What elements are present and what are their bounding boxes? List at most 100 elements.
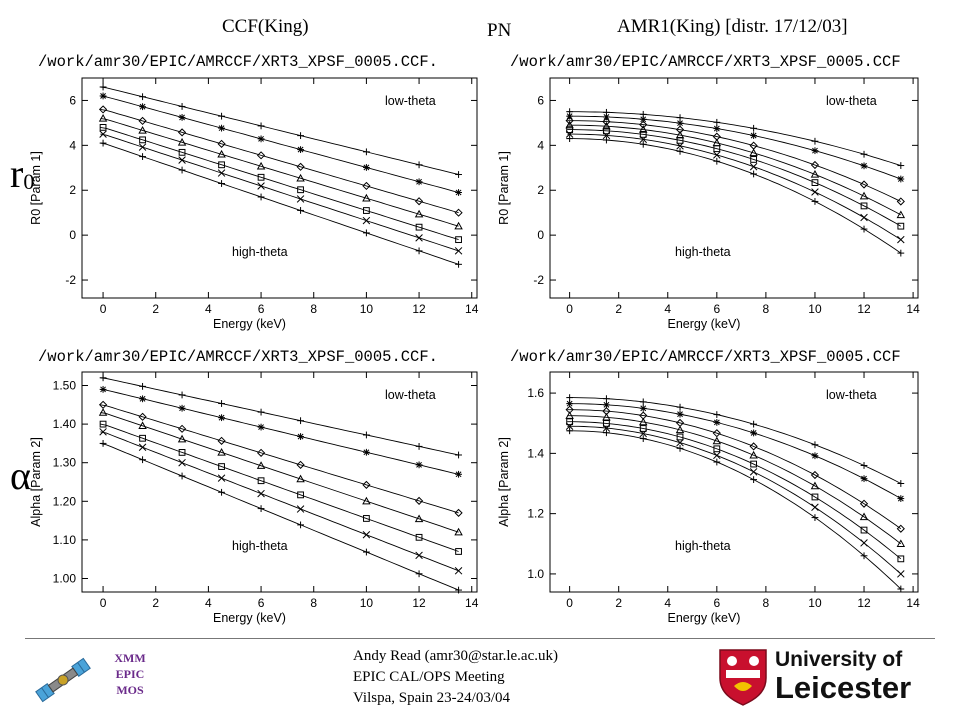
- marker-square: [297, 186, 304, 194]
- marker-plus: [257, 193, 265, 201]
- annotation-low-theta: low-theta: [826, 94, 877, 108]
- marker-cross: [749, 162, 758, 171]
- marker-square: [257, 477, 265, 485]
- marker-cross: [138, 443, 147, 452]
- marker-triangle: [749, 148, 758, 157]
- series: [99, 83, 462, 178]
- marker-asterisk: [750, 132, 758, 139]
- series: [98, 105, 463, 217]
- marker-triangle: [896, 210, 906, 219]
- marker-triangle: [565, 120, 574, 129]
- marker-diamond: [138, 116, 147, 126]
- series: [99, 385, 462, 478]
- header-center-title: PN: [487, 20, 512, 41]
- y-tick-label: 4: [537, 138, 544, 152]
- marker-plus: [897, 249, 905, 257]
- marker-cross: [296, 195, 305, 203]
- marker-diamond: [177, 128, 187, 137]
- series-line: [567, 430, 902, 590]
- marker-cross: [362, 530, 371, 539]
- series-line: [567, 111, 901, 167]
- marker-plus: [603, 395, 610, 403]
- series-line: [100, 404, 459, 514]
- x-tick-label: 6: [713, 596, 720, 610]
- marker-diamond: [296, 460, 305, 469]
- marker-plus: [297, 417, 304, 425]
- marker-cross: [676, 142, 684, 150]
- series-line: [567, 129, 902, 227]
- marker-triangle: [414, 514, 424, 523]
- marker-square: [363, 207, 370, 214]
- marker-cross: [362, 216, 371, 225]
- marker-asterisk: [363, 448, 370, 456]
- marker-plus: [139, 382, 146, 390]
- marker-diamond: [362, 181, 371, 191]
- footer-meeting: EPIC CAL/OPS Meeting: [353, 669, 505, 685]
- marker-triangle: [638, 125, 648, 133]
- marker-asterisk: [713, 418, 721, 426]
- marker-asterisk: [676, 410, 684, 418]
- x-tick-label: 4: [205, 302, 212, 316]
- x-tick-label: 8: [763, 302, 770, 316]
- marker-asterisk: [178, 114, 186, 121]
- x-tick-label: 6: [258, 596, 265, 610]
- series: [99, 420, 462, 555]
- series-line: [567, 409, 902, 530]
- marker-cross: [178, 156, 186, 164]
- marker-diamond: [98, 105, 108, 114]
- chart-panel-r0-ccf: 0 2 4 6 8 10 12 14 -2 0 2 4 6 Energy (keV) R0 [Param 1…: [18, 72, 488, 352]
- y-tick-label: 0: [537, 228, 544, 242]
- marker-plus: [218, 112, 225, 120]
- marker-square: [713, 445, 721, 453]
- marker-plus: [297, 132, 304, 140]
- marker-plus: [713, 157, 721, 165]
- marker-triangle: [638, 417, 648, 426]
- header-left-title: CCF(King): [222, 16, 309, 37]
- x-tick-label: 12: [412, 302, 426, 316]
- series-line: [100, 86, 459, 175]
- marker-cross: [897, 235, 905, 244]
- marker-plus: [811, 514, 819, 521]
- series-line: [100, 133, 459, 252]
- series: [566, 400, 905, 502]
- footer-author: Andy Read (amr30@star.le.ac.uk): [353, 648, 558, 664]
- marker-asterisk: [297, 146, 304, 153]
- x-axis-label: Energy (keV): [668, 317, 741, 331]
- y-tick-label: 2: [537, 183, 544, 197]
- marker-plus: [178, 472, 186, 480]
- marker-square: [566, 418, 574, 426]
- x-tick-label: 0: [100, 596, 107, 610]
- marker-plus: [566, 394, 574, 402]
- series: [565, 116, 905, 206]
- series-line: [100, 142, 459, 265]
- series: [99, 428, 463, 575]
- chart-svg: 0 2 4 6 8 10 12 14 1.0 1.2 1.4 1.6 Energy (keV) Alpha…: [497, 371, 920, 625]
- x-tick-label: 10: [808, 302, 822, 316]
- marker-asterisk: [639, 404, 647, 412]
- x-tick-label: 6: [713, 302, 720, 316]
- marker-plus: [455, 260, 462, 268]
- y-tick-label: 1.40: [53, 417, 77, 431]
- x-tick-label: 2: [615, 596, 622, 610]
- marker-triangle: [98, 113, 108, 122]
- x-axis-label: Energy (keV): [668, 611, 741, 625]
- marker-square: [897, 222, 905, 230]
- marker-square: [455, 236, 462, 244]
- x-tick-label: 4: [664, 596, 671, 610]
- series-line: [567, 120, 901, 202]
- footer-divider: [25, 638, 935, 639]
- marker-triangle: [217, 447, 226, 456]
- panel-path-label: /work/amr30/EPIC/AMRCCF/XRT3_XPSF_0005.C…: [38, 348, 438, 366]
- series: [566, 418, 905, 563]
- series-line: [100, 126, 459, 241]
- marker-plus: [603, 136, 610, 144]
- marker-asterisk: [566, 112, 574, 120]
- marker-plus: [811, 137, 819, 145]
- marker-cross: [602, 424, 611, 432]
- y-axis-label: R0 [Param 1]: [29, 151, 43, 225]
- marker-asterisk: [860, 475, 868, 483]
- marker-diamond: [362, 480, 371, 489]
- marker-asterisk: [218, 124, 225, 132]
- panel-path-label: /work/amr30/EPIC/AMRCCF/XRT3_XPSF_0005.C…: [510, 53, 901, 71]
- marker-square: [139, 136, 146, 144]
